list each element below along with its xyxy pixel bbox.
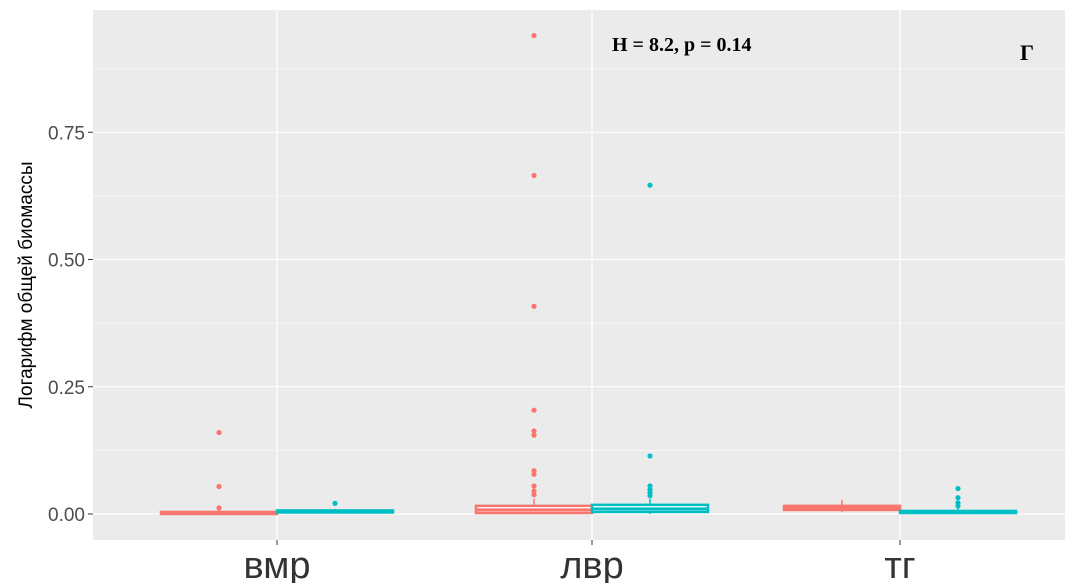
box-group: [782, 499, 902, 512]
x-axis: вмр лвр тг: [243, 540, 916, 583]
outlier-point: [531, 428, 537, 434]
outlier-point: [531, 471, 537, 477]
outlier-point: [531, 492, 537, 498]
outlier-point: [216, 505, 222, 511]
x-tick-label: вмр: [243, 545, 310, 583]
box-series: [159, 32, 1018, 516]
outlier-point: [531, 32, 537, 39]
outlier-point: [531, 407, 537, 413]
y-tick-label: 0.25: [48, 378, 85, 399]
test-annotation: H = 8.2, p = 0.14: [612, 34, 751, 56]
outlier-point: [955, 503, 961, 509]
outlier-point: [531, 468, 537, 474]
outlier-point: [647, 483, 653, 489]
box-group: [898, 485, 1018, 515]
outlier-point: [955, 485, 961, 492]
outlier-point: [531, 432, 537, 438]
x-tick-label: лвр: [560, 545, 624, 583]
box-group: [590, 182, 710, 514]
outlier-point: [647, 453, 653, 459]
y-axis-label: Логарифм общей биомассы: [16, 162, 37, 409]
outlier-point: [531, 172, 537, 179]
panel-label: Г: [1020, 40, 1034, 65]
outlier-point: [216, 429, 222, 436]
y-tick-label: 0.75: [48, 123, 85, 144]
outlier-point: [531, 483, 537, 489]
plot-panel: [93, 10, 1065, 540]
box-group: [275, 500, 395, 514]
outlier-point: [531, 488, 537, 494]
outlier-point: [647, 182, 653, 188]
outlier-point: [332, 500, 338, 506]
outlier-point: [531, 303, 537, 309]
y-tick-label: 0.50: [48, 251, 85, 272]
y-axis: 0.00 0.25 0.50 0.75: [48, 123, 93, 526]
y-tick-label: 0.00: [48, 505, 85, 526]
x-tick-label: тг: [884, 545, 915, 583]
outlier-point: [955, 495, 961, 501]
outlier-point: [216, 483, 222, 490]
outlier-point: [647, 493, 653, 499]
